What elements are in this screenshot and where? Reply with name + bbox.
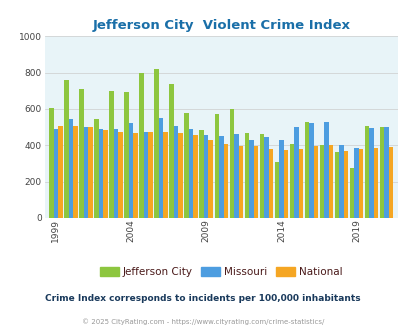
Bar [268,149,273,218]
Bar [324,122,328,218]
Bar [369,128,373,218]
Bar [259,134,264,218]
Bar [169,84,173,218]
Bar [238,146,243,218]
Bar [109,91,113,218]
Bar [53,129,58,218]
Bar [328,145,333,218]
Bar [218,136,223,218]
Bar [58,126,62,218]
Bar [73,126,77,218]
Bar [103,130,107,218]
Bar [148,132,153,218]
Bar [233,134,238,218]
Bar [304,122,309,218]
Bar [334,152,339,218]
Bar [298,149,303,218]
Bar [244,133,248,218]
Bar [199,130,203,218]
Bar [158,118,163,218]
Bar [223,144,228,218]
Bar [283,150,288,218]
Title: Jefferson City  Violent Crime Index: Jefferson City Violent Crime Index [92,19,350,32]
Bar [173,126,178,218]
Bar [358,149,362,218]
Bar [364,126,369,218]
Bar [384,127,388,218]
Bar [354,148,358,218]
Bar [88,127,92,218]
Bar [64,80,68,218]
Bar [203,135,208,218]
Bar [248,140,253,218]
Bar [113,129,118,218]
Bar [274,162,279,218]
Bar [319,145,324,218]
Bar [313,146,318,218]
Bar [154,69,158,218]
Bar [279,140,283,218]
Bar [139,73,143,218]
Bar [128,122,133,218]
Text: © 2025 CityRating.com - https://www.cityrating.com/crime-statistics/: © 2025 CityRating.com - https://www.city… [82,318,323,325]
Bar [208,140,213,218]
Bar [178,133,183,218]
Bar [124,92,128,218]
Bar [143,132,148,218]
Bar [379,127,384,218]
Bar [163,132,168,218]
Bar [339,145,343,218]
Bar [133,133,138,218]
Bar [98,129,103,218]
Bar [118,132,123,218]
Bar [343,150,347,218]
Bar [184,113,188,218]
Bar [309,122,313,218]
Bar [294,127,298,218]
Bar [68,119,73,218]
Bar [193,135,198,218]
Bar [79,89,83,218]
Bar [83,127,88,218]
Bar [49,108,53,218]
Bar [253,146,258,218]
Bar [188,129,193,218]
Bar [214,115,218,218]
Bar [388,147,392,218]
Bar [229,109,233,218]
Legend: Jefferson City, Missouri, National: Jefferson City, Missouri, National [96,263,346,281]
Text: Crime Index corresponds to incidents per 100,000 inhabitants: Crime Index corresponds to incidents per… [45,294,360,303]
Bar [94,119,98,218]
Bar [373,148,377,218]
Bar [349,168,354,218]
Bar [289,144,294,218]
Bar [264,137,268,218]
